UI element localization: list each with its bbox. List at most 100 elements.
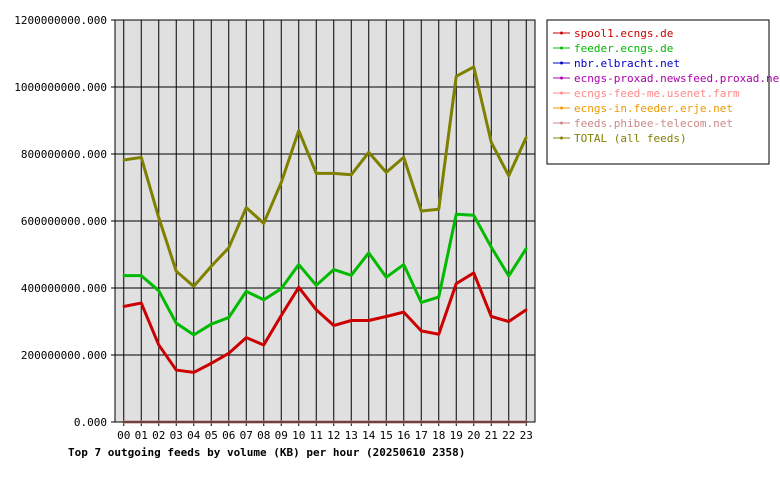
data-point [490, 315, 493, 318]
data-point [140, 274, 143, 277]
data-point [367, 319, 370, 322]
x-tick-label: 23 [520, 429, 533, 442]
data-point [245, 290, 248, 293]
x-tick-label: 07 [240, 429, 253, 442]
data-point [210, 322, 213, 326]
data-point [420, 209, 423, 213]
x-tick-label: 04 [187, 429, 201, 442]
data-point [525, 308, 528, 311]
x-tick-label: 05 [205, 429, 218, 442]
data-point [525, 247, 528, 250]
plot-frame [114, 19, 536, 423]
x-tick-label: 00 [117, 429, 130, 442]
data-point [280, 181, 283, 184]
data-point [175, 321, 178, 325]
data-point [455, 213, 458, 216]
data-point [210, 265, 213, 268]
data-point [227, 352, 230, 355]
data-point [507, 320, 510, 323]
y-tick-label: 800000000.000 [21, 148, 107, 161]
legend-label: TOTAL (all feeds) [574, 132, 687, 145]
data-point [402, 156, 405, 159]
legend-marker [560, 106, 563, 110]
data-point [490, 245, 493, 249]
data-point [525, 136, 528, 139]
legend-label: spool1.ecngs.de [574, 27, 673, 40]
legend-marker [560, 136, 563, 140]
x-tick-label: 22 [502, 429, 515, 442]
data-point [315, 308, 318, 311]
data-point [262, 222, 265, 225]
x-axis-ticks: 00 01 02 03 04 05 06 07 08 09 10 11 12 13 14 15 16 17 18 19… [117, 422, 533, 442]
legend-label: nbr.elbracht.net [574, 57, 680, 70]
x-tick-label: 01 [135, 429, 148, 442]
x-tick-label: 21 [485, 429, 498, 442]
x-tick-label: 11 [310, 429, 323, 442]
data-point [175, 270, 178, 273]
x-tick-label: 13 [345, 429, 358, 442]
data-point [245, 206, 248, 209]
x-tick-label: 16 [397, 429, 410, 442]
data-point [262, 343, 265, 347]
x-tick-label: 18 [432, 429, 445, 442]
legend-marker [560, 121, 563, 125]
data-point [245, 336, 248, 339]
legend-marker [560, 31, 563, 35]
chart-title: Top 7 outgoing feeds by volume (KB) per … [68, 446, 465, 459]
data-point [455, 282, 458, 285]
data-point [157, 216, 160, 219]
legend-marker [560, 46, 563, 50]
data-point [437, 333, 440, 336]
legend-label: ecngs-in.feeder.erje.net [574, 102, 733, 115]
data-point [122, 305, 125, 308]
data-point [507, 174, 510, 177]
data-point [385, 171, 388, 174]
data-point [507, 274, 510, 278]
data-point [280, 314, 283, 317]
data-point [472, 65, 475, 69]
data-point [385, 315, 388, 318]
x-tick-label: 19 [450, 429, 463, 442]
data-point [140, 301, 143, 305]
data-point [140, 156, 143, 159]
data-point [402, 263, 405, 266]
data-point [472, 214, 475, 217]
data-point [122, 158, 125, 162]
x-tick-label: 02 [152, 429, 165, 442]
data-point [297, 129, 300, 132]
legend-label: ecngs-proxad.newsfeed.proxad.net [574, 72, 780, 85]
data-point [315, 172, 318, 175]
data-point [490, 141, 493, 144]
y-tick-label: 1200000000.000 [14, 14, 107, 27]
data-point [367, 151, 370, 154]
x-tick-label: 12 [327, 429, 340, 442]
x-tick-label: 15 [380, 429, 393, 442]
data-point [227, 246, 230, 249]
x-tick-label: 09 [275, 429, 288, 442]
data-point [472, 271, 475, 275]
data-point [332, 268, 335, 271]
series-line [123, 212, 528, 337]
x-tick-label: 10 [292, 429, 305, 442]
x-tick-label: 20 [467, 429, 480, 442]
x-tick-label: 17 [415, 429, 428, 442]
legend-marker [560, 61, 563, 65]
series-line [123, 65, 528, 288]
data-point [385, 276, 388, 279]
data-point [157, 289, 160, 292]
legend-label: feeds.phibee-telecom.net [574, 117, 733, 130]
legend-marker [560, 91, 563, 95]
data-point [367, 251, 370, 255]
data-point [297, 286, 300, 289]
data-point [350, 173, 353, 176]
data-point [350, 319, 353, 322]
y-axis-ticks: 0.000 200000000.000 400000000.000 600000000… [14, 14, 115, 429]
legend-box [546, 19, 770, 165]
x-tick-label: 03 [170, 429, 183, 442]
data-point [192, 371, 195, 374]
y-tick-label: 0.000 [74, 416, 107, 429]
data-point [192, 333, 195, 337]
data-point [210, 362, 213, 365]
x-tick-label: 06 [222, 429, 235, 442]
